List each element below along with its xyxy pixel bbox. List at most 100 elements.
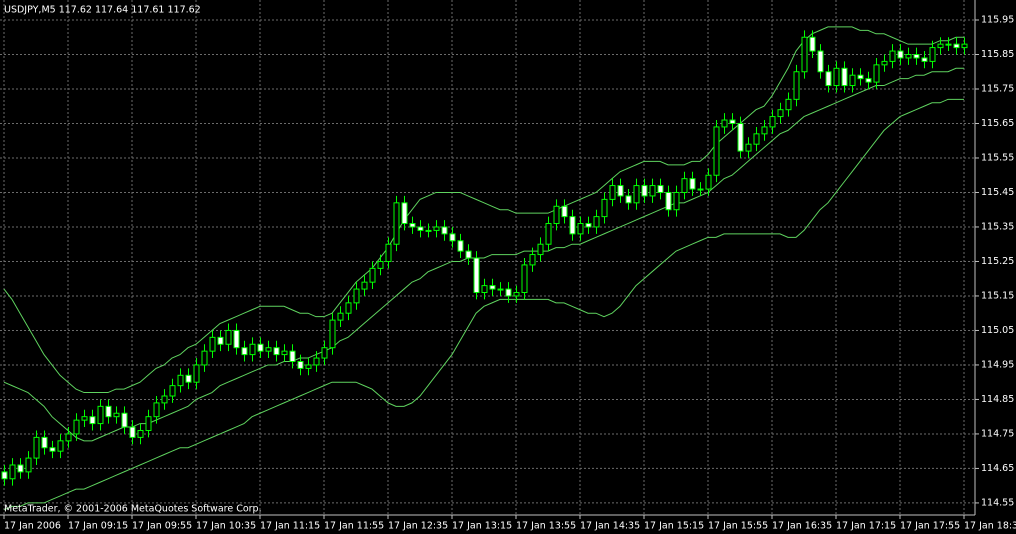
candle-body bbox=[665, 191, 672, 211]
candle-body bbox=[433, 226, 440, 231]
candle-body bbox=[1, 471, 8, 480]
candle-body bbox=[89, 416, 96, 425]
candle-body bbox=[401, 202, 408, 225]
candle-body bbox=[321, 347, 328, 359]
x-tick-label: 17 Jan 10:35 bbox=[196, 521, 256, 532]
candle-body bbox=[889, 50, 896, 62]
x-tick-label: 17 Jan 12:35 bbox=[388, 521, 448, 532]
candle-body bbox=[249, 343, 256, 356]
candle-body bbox=[681, 178, 688, 193]
candle-body bbox=[457, 240, 464, 252]
candle-body bbox=[609, 185, 616, 200]
candle-body bbox=[353, 288, 360, 304]
candle-body bbox=[81, 416, 88, 421]
candle-body bbox=[289, 350, 296, 363]
candle-body bbox=[537, 243, 544, 256]
candle-body bbox=[577, 223, 584, 235]
candle-body bbox=[729, 119, 736, 124]
candle-body bbox=[369, 267, 376, 283]
candle-body bbox=[409, 223, 416, 228]
candle-body bbox=[297, 361, 304, 369]
candle-body bbox=[849, 74, 856, 87]
candle-body bbox=[385, 243, 392, 262]
candle-body bbox=[521, 264, 528, 294]
candle-body bbox=[97, 405, 104, 425]
candle-body bbox=[137, 429, 144, 438]
candle-body bbox=[833, 67, 840, 87]
candle-body bbox=[233, 329, 240, 349]
candle-body bbox=[801, 36, 808, 73]
candle-body bbox=[449, 233, 456, 242]
candle-body bbox=[345, 302, 352, 314]
x-tick-label: 17 Jan 17:55 bbox=[900, 521, 960, 532]
candle-body bbox=[17, 464, 24, 473]
candle-body bbox=[649, 185, 656, 197]
candle-body bbox=[129, 426, 136, 438]
candle-body bbox=[473, 257, 480, 294]
candle-body bbox=[57, 440, 64, 452]
x-tick-label: 17 Jan 17:15 bbox=[836, 521, 896, 532]
candle-body bbox=[913, 54, 920, 59]
candle-body bbox=[161, 395, 168, 404]
candle-body bbox=[201, 350, 208, 366]
y-tick-label: 115.35 bbox=[981, 221, 1014, 232]
candle-body bbox=[897, 50, 904, 59]
y-tick-label: 115.85 bbox=[981, 49, 1014, 60]
candle-body bbox=[225, 329, 232, 345]
candle-body bbox=[617, 185, 624, 197]
x-tick-label: 17 Jan 09:15 bbox=[68, 521, 128, 532]
x-tick-label: 17 Jan 09:55 bbox=[132, 521, 192, 532]
x-tick-label: 17 Jan 15:55 bbox=[708, 521, 768, 532]
y-tick-label: 115.55 bbox=[981, 152, 1014, 163]
candle-body bbox=[793, 71, 800, 100]
candle-body bbox=[9, 464, 16, 480]
candle-body bbox=[593, 216, 600, 228]
candle-body bbox=[761, 126, 768, 135]
candle-body bbox=[273, 347, 280, 356]
x-tick-label: 17 Jan 11:15 bbox=[260, 521, 320, 532]
candle-body bbox=[569, 216, 576, 235]
candle-body bbox=[417, 226, 424, 231]
candle-body bbox=[737, 122, 744, 152]
candle-body bbox=[929, 47, 936, 62]
candle-body bbox=[425, 229, 432, 232]
candle-body bbox=[65, 433, 72, 442]
candle-body bbox=[49, 447, 56, 452]
candle-body bbox=[73, 419, 80, 435]
candle-body bbox=[281, 350, 288, 356]
candle-body bbox=[753, 133, 760, 145]
candle-body bbox=[633, 185, 640, 204]
candle-body bbox=[505, 288, 512, 297]
candle-body bbox=[305, 364, 312, 369]
candle-body bbox=[601, 198, 608, 218]
candle-body bbox=[865, 78, 872, 83]
candle-body bbox=[641, 185, 648, 197]
y-tick-label: 114.85 bbox=[981, 394, 1014, 405]
y-tick-label: 115.05 bbox=[981, 325, 1014, 336]
candle-body bbox=[393, 202, 400, 245]
candle-body bbox=[105, 405, 112, 418]
candle-body bbox=[721, 119, 728, 128]
candle-body bbox=[25, 457, 32, 473]
y-tick-label: 115.15 bbox=[981, 290, 1014, 301]
x-tick-label: 17 Jan 11:55 bbox=[324, 521, 384, 532]
candle-body bbox=[825, 71, 832, 87]
candle-body bbox=[121, 412, 128, 428]
candle-body bbox=[857, 74, 864, 80]
candle-body bbox=[377, 260, 384, 269]
candle-body bbox=[497, 288, 504, 291]
candle-body bbox=[961, 43, 968, 49]
x-tick-label: 17 Jan 14:35 bbox=[580, 521, 640, 532]
candle-body bbox=[705, 174, 712, 190]
candle-body bbox=[481, 285, 488, 294]
x-tick-label: 17 Jan 13:55 bbox=[516, 521, 576, 532]
candle-body bbox=[265, 347, 272, 352]
x-tick-label: 17 Jan 15:15 bbox=[644, 521, 704, 532]
y-tick-label: 114.55 bbox=[981, 497, 1014, 508]
candle-body bbox=[113, 412, 120, 418]
y-tick-label: 115.65 bbox=[981, 118, 1014, 129]
candle-body bbox=[217, 336, 224, 345]
candle-body bbox=[33, 436, 40, 459]
candle-body bbox=[241, 347, 248, 356]
